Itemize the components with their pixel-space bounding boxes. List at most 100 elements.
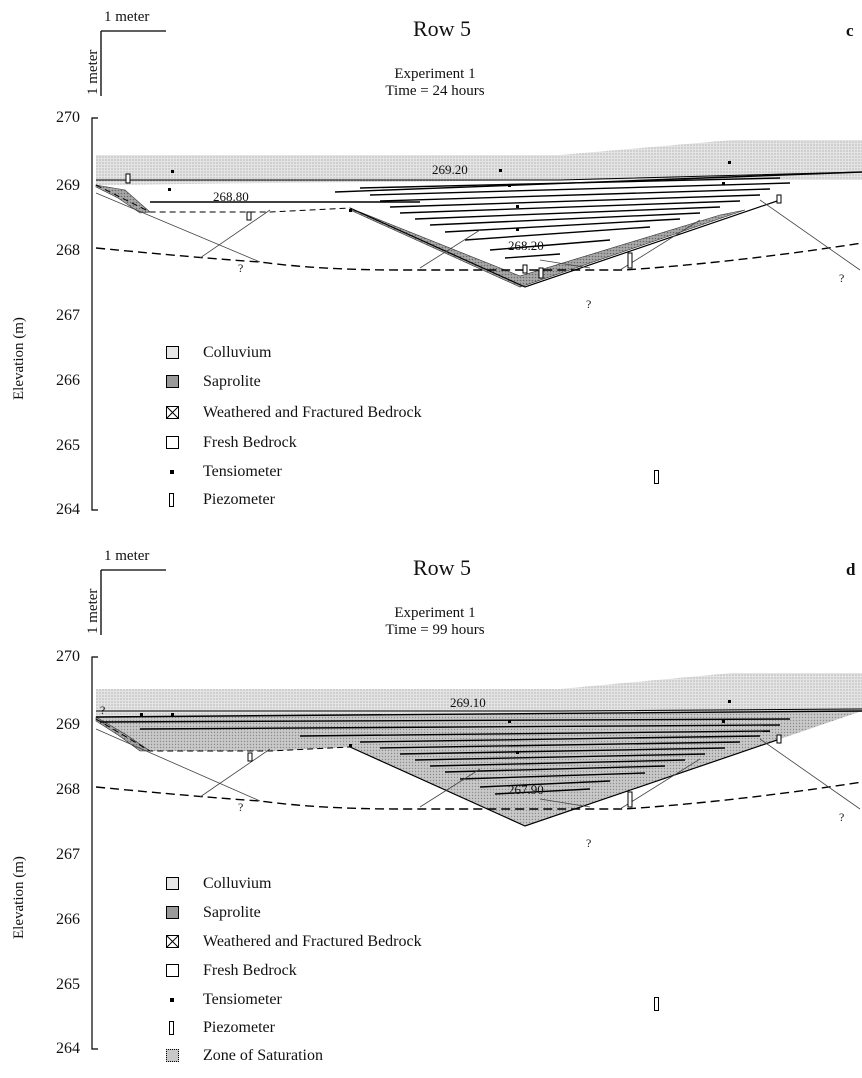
legend-label: Weathered and Fractured Bedrock: [203, 933, 422, 950]
contour-label: 268.80: [213, 189, 249, 204]
y-tick: 269: [56, 716, 80, 733]
y-tick: 268: [56, 242, 80, 259]
saprolite-swatch: [166, 906, 179, 919]
legend-label: Zone of Saturation: [203, 1047, 323, 1064]
legend-label: Tensiometer: [203, 463, 282, 480]
contour-label: 268.20: [508, 238, 544, 253]
question-mark: ?: [100, 703, 106, 717]
y-tick: 266: [56, 911, 80, 928]
panel-title: Row 5: [413, 16, 472, 41]
piezometer-icon: [169, 1021, 174, 1035]
y-tick: 264: [56, 1040, 80, 1057]
y-tick: 264: [56, 501, 80, 518]
legend-piezometer: Piezometer: [162, 490, 275, 510]
experiment-label: Experiment 1: [394, 66, 476, 82]
legend-saprolite: Saprolite: [162, 903, 261, 923]
y-axis-label: Elevation (m): [11, 317, 27, 400]
y-axis-label: Elevation (m): [11, 856, 27, 939]
trough-outline: [349, 199, 781, 288]
crossed-box-swatch: [166, 406, 179, 419]
scale-y-label: 1 meter: [85, 588, 101, 634]
cross-section-d: [91, 569, 862, 1050]
legend-saprolite: Saprolite: [162, 372, 261, 392]
question-mark: ?: [839, 271, 845, 285]
y-axis: [91, 656, 98, 1050]
time-label: Time = 99 hours: [385, 622, 485, 638]
piezometer-icon: [169, 493, 174, 507]
water-table: [95, 781, 862, 810]
fresh-bedrock-swatch: [166, 436, 179, 449]
y-tick: 266: [56, 372, 80, 389]
question-mark: ?: [238, 800, 244, 814]
legend-weathered: Weathered and Fractured Bedrock: [162, 403, 422, 423]
saturation-zone: [96, 711, 862, 826]
tensiometer-icon: [170, 998, 174, 1002]
y-tick: 265: [56, 437, 80, 454]
y-axis: [91, 117, 98, 511]
legend-fresh-bedrock: Fresh Bedrock: [162, 433, 297, 453]
left-slope: [95, 184, 351, 213]
legend-label: Fresh Bedrock: [203, 434, 297, 451]
fracture-lines: [95, 728, 861, 810]
legend-label: Colluvium: [203, 344, 272, 361]
question-mark: ?: [839, 810, 845, 824]
legend-tensiometer: Tensiometer: [162, 990, 282, 1010]
piezometer-icon: [654, 997, 659, 1011]
contour-lines: [150, 171, 862, 259]
instrument-markers: [140, 700, 782, 808]
contour-label: 269.20: [432, 162, 468, 177]
saturation-swatch: [166, 1049, 179, 1062]
panel-d: 1 meter 1 meter Row 5 d Experiment 1 Tim…: [0, 539, 862, 1078]
left-slope: [95, 718, 351, 752]
legend-label: Fresh Bedrock: [203, 962, 297, 979]
top-boundary: [96, 171, 862, 181]
scale-y-label: 1 meter: [85, 49, 101, 95]
time-label: Time = 24 hours: [385, 83, 485, 99]
instrument-markers: [125, 161, 782, 279]
saprolite-left: [95, 716, 151, 752]
panel-title: Row 5: [413, 555, 472, 580]
legend-fresh-bedrock: Fresh Bedrock: [162, 961, 297, 981]
scale-bar: [100, 569, 166, 635]
scale-x-label: 1 meter: [104, 548, 150, 564]
scale-bar: [100, 30, 166, 96]
legend-saturation: Zone of Saturation: [162, 1046, 323, 1066]
panel-letter: c: [846, 21, 854, 40]
y-tick: 270: [56, 648, 80, 665]
question-mark: ?: [586, 836, 592, 850]
contour-lines: [95, 710, 862, 795]
legend-tensiometer: Tensiometer: [162, 462, 282, 482]
y-tick: 265: [56, 976, 80, 993]
legend-label: Tensiometer: [203, 991, 282, 1008]
tensiometer-icon: [170, 470, 174, 474]
panel-c: 1 meter 1 meter Row 5 c Experiment 1 Tim…: [11, 9, 862, 518]
experiment-label: Experiment 1: [394, 605, 476, 621]
y-tick: 269: [56, 177, 80, 194]
legend-label: Saprolite: [203, 373, 261, 390]
saprolite-swatch: [166, 375, 179, 388]
legend-piezometer: Piezometer: [162, 1018, 275, 1038]
contour-label: 267.90: [508, 782, 544, 797]
legend-label: Colluvium: [203, 875, 272, 892]
water-table: [95, 242, 862, 271]
y-tick: 267: [56, 307, 80, 324]
legend-label: Piezometer: [203, 1019, 275, 1036]
saprolite-trough: [349, 209, 746, 288]
legend-label: Saprolite: [203, 904, 261, 921]
fresh-bedrock-swatch: [166, 964, 179, 977]
legend-label: Weathered and Fractured Bedrock: [203, 404, 422, 421]
scale-x-label: 1 meter: [104, 9, 150, 25]
colluvium-swatch: [166, 877, 179, 890]
panel-letter: d: [846, 560, 856, 579]
contour-label: 269.10: [450, 695, 486, 710]
question-mark: ?: [586, 297, 592, 311]
cross-section-c: [91, 30, 862, 511]
trough-outline: [349, 738, 781, 827]
colluvium-layer: [96, 673, 862, 717]
piezometer-icon: [654, 470, 659, 484]
y-tick: 268: [56, 781, 80, 798]
legend-label: Piezometer: [203, 491, 275, 508]
crossed-box-swatch: [166, 935, 179, 948]
legend-colluvium: Colluvium: [162, 343, 271, 363]
y-tick: 270: [56, 109, 80, 126]
